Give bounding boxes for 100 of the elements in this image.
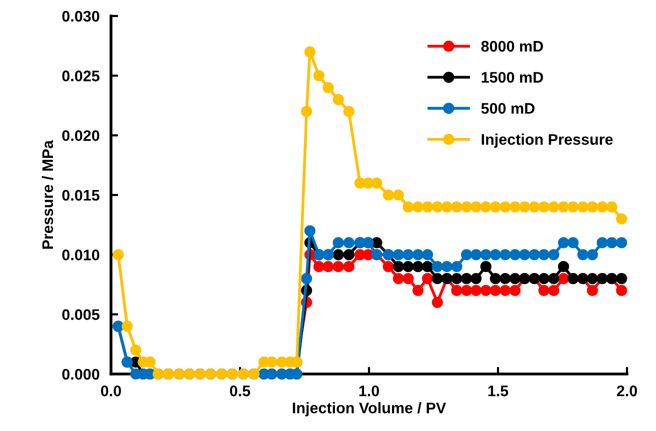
legend-label: 500 mD [481, 102, 535, 114]
point [304, 46, 316, 58]
point [460, 249, 472, 260]
point [509, 249, 521, 260]
point [470, 284, 482, 296]
point [500, 284, 511, 296]
point [422, 272, 434, 284]
point [402, 272, 414, 284]
point [509, 272, 521, 284]
point [322, 261, 334, 272]
point [490, 284, 501, 296]
point [480, 201, 492, 212]
point [577, 249, 588, 260]
legend-label: 1500 mD [482, 72, 544, 83]
point [558, 237, 570, 248]
point [332, 94, 344, 106]
point [606, 237, 618, 248]
point [596, 237, 608, 248]
point [586, 272, 598, 284]
point [538, 272, 550, 284]
point [392, 189, 404, 201]
point [616, 237, 628, 248]
point [538, 249, 550, 260]
y-tick-label: 0.030 [62, 10, 100, 22]
legend-label: 8000 mD [481, 40, 544, 52]
point [586, 249, 598, 260]
point [577, 201, 588, 212]
point [313, 261, 325, 272]
point [538, 201, 550, 212]
y-tick-label: 0.025 [62, 70, 100, 82]
point [301, 272, 312, 284]
point [586, 201, 598, 212]
point [441, 201, 452, 212]
point [301, 106, 312, 118]
point [332, 237, 344, 248]
point [460, 272, 472, 284]
point [490, 272, 501, 284]
point [451, 201, 462, 212]
point [451, 284, 462, 296]
point [432, 296, 443, 308]
point [500, 201, 511, 212]
point [519, 201, 530, 212]
point [558, 261, 570, 272]
point [392, 261, 404, 272]
point [451, 272, 462, 284]
point [586, 284, 598, 296]
point [332, 261, 344, 272]
point [558, 272, 570, 284]
point [402, 261, 414, 272]
point [470, 201, 482, 212]
point [548, 284, 560, 296]
point [548, 201, 560, 212]
point [490, 201, 501, 212]
point [382, 261, 394, 272]
point [568, 237, 579, 248]
point [343, 249, 354, 260]
point [343, 106, 354, 118]
point [470, 272, 482, 284]
point [432, 272, 443, 284]
point [528, 249, 540, 260]
point [332, 249, 344, 260]
point [500, 272, 511, 284]
point [568, 201, 579, 212]
point [509, 201, 521, 212]
point [412, 284, 424, 296]
point [519, 249, 530, 260]
point [432, 261, 443, 272]
point [422, 249, 434, 260]
point [500, 249, 511, 260]
point [528, 201, 540, 212]
point [480, 284, 492, 296]
point [122, 320, 133, 332]
point [490, 249, 501, 260]
point [616, 284, 628, 296]
point [548, 249, 560, 260]
point [343, 261, 354, 272]
y-tick-label: 0.005 [62, 309, 100, 320]
point [402, 249, 414, 260]
point [412, 249, 424, 260]
point [343, 237, 354, 248]
point [412, 261, 424, 272]
point [451, 261, 462, 272]
y-tick-label: 0.000 [62, 368, 100, 380]
point [606, 201, 618, 212]
point [130, 344, 142, 356]
point [112, 249, 124, 260]
point [480, 261, 492, 272]
point [392, 249, 404, 260]
point [422, 201, 434, 212]
point [509, 284, 521, 296]
point [313, 70, 325, 82]
y-tick-label: 0.020 [62, 130, 100, 142]
point [371, 178, 382, 189]
point [460, 201, 472, 212]
y-axis-title: Pressure / MPa [42, 140, 54, 249]
point [596, 201, 608, 212]
point [422, 261, 434, 272]
point [322, 82, 334, 94]
x-tick-label: 1.5 [488, 386, 508, 396]
point [392, 272, 404, 284]
